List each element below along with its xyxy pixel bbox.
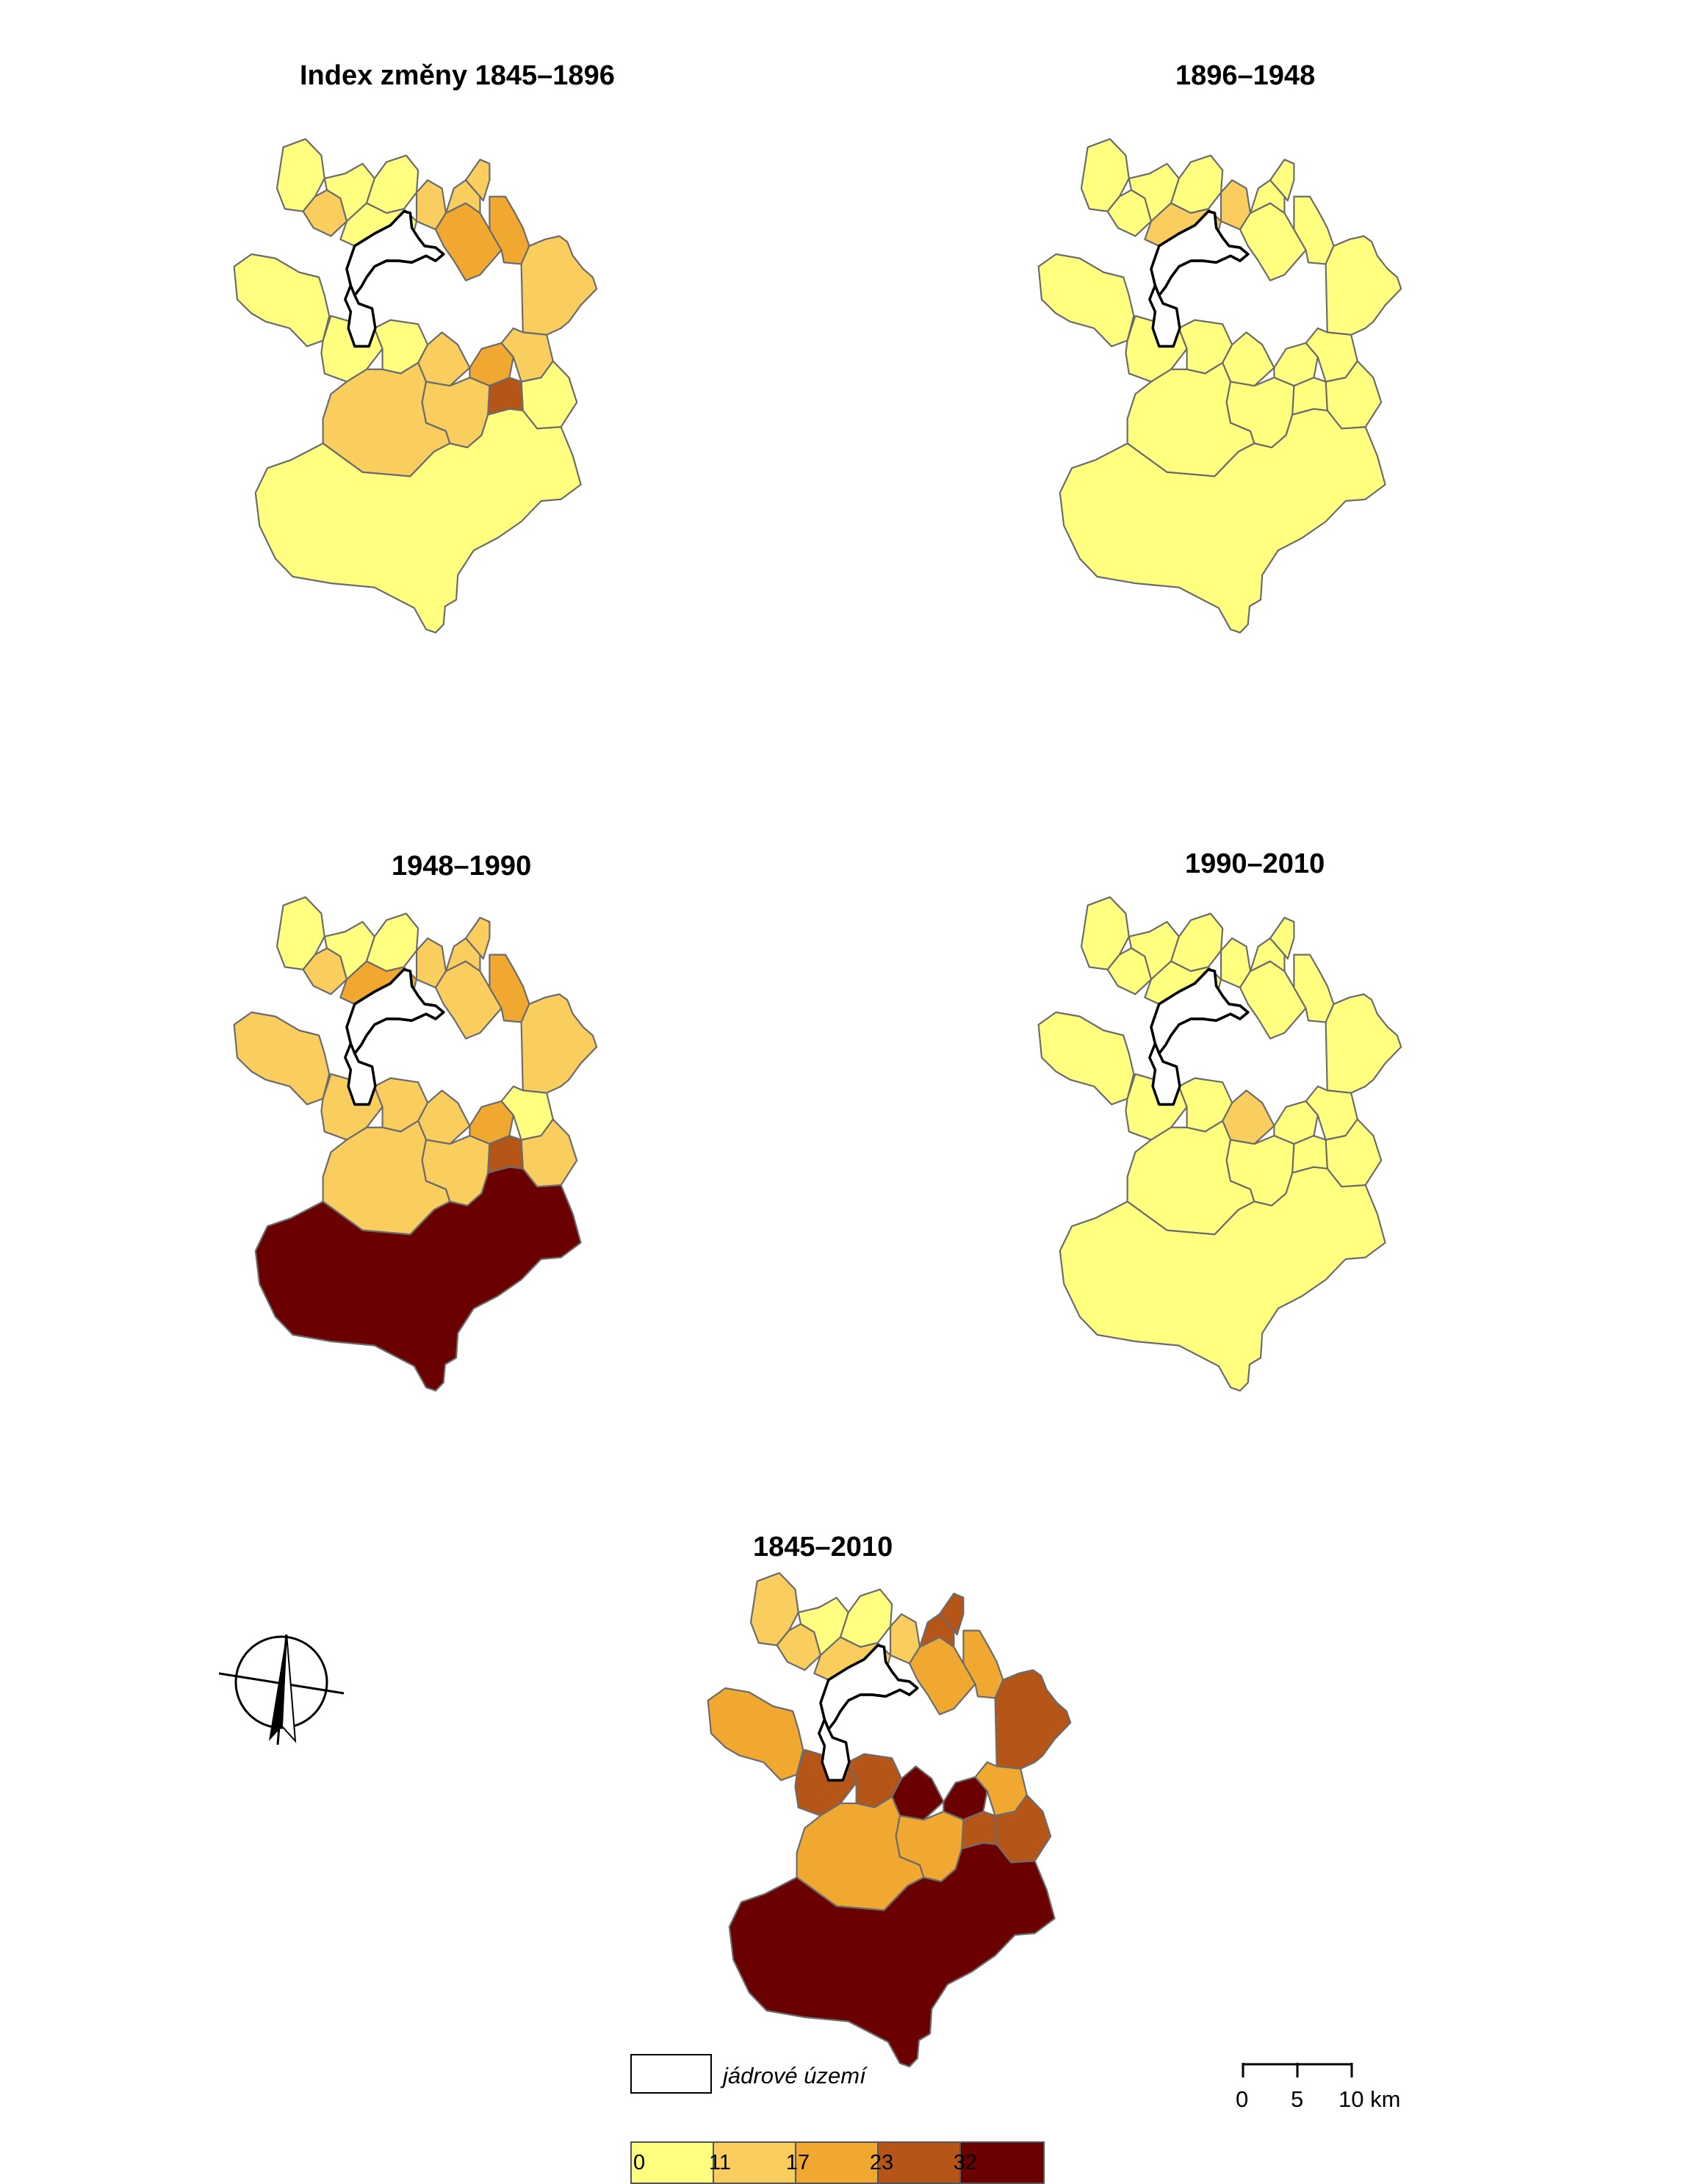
municipality-region — [1170, 912, 1224, 973]
municipality-region — [464, 917, 491, 960]
municipality-region — [520, 993, 598, 1094]
legend-swatch-2 — [714, 2143, 796, 2183]
municipality-region — [1269, 917, 1295, 960]
legend-tick-32: 32 — [953, 2151, 978, 2174]
municipality-region — [487, 1134, 524, 1174]
municipality-region — [520, 235, 598, 336]
scale-bar — [1242, 2063, 1353, 2077]
legend-swatch-3 — [796, 2143, 879, 2183]
map-title-4: 1990–2010 — [1185, 848, 1325, 879]
legend-swatch-4 — [879, 2143, 961, 2183]
choropleth-map-1 — [233, 138, 598, 634]
scale-label-10km: 10 km — [1339, 2086, 1401, 2112]
municipality-region — [1037, 253, 1135, 347]
municipality-region — [1325, 235, 1402, 336]
municipality-region — [233, 1011, 331, 1106]
municipality-region — [839, 1588, 893, 1648]
municipality-region — [487, 376, 524, 416]
core-territory-north — [345, 967, 445, 1055]
choropleth-map-2 — [1037, 138, 1402, 634]
choropleth-map-4 — [1037, 896, 1402, 1392]
core-territory-north — [819, 1643, 919, 1731]
choropleth-map-3 — [233, 896, 598, 1392]
map-title-2: 1896–1948 — [1175, 60, 1316, 91]
municipality-region — [1170, 154, 1224, 215]
scale-label-0: 0 — [1236, 2086, 1249, 2112]
map-title-3: 1948–1990 — [392, 851, 532, 882]
legend-tick-0: 0 — [633, 2151, 646, 2174]
municipality-region — [1037, 1011, 1135, 1106]
legend-color-bar — [630, 2141, 1045, 2184]
choropleth-map-5 — [707, 1572, 1072, 2068]
municipality-region — [365, 154, 419, 215]
legend-tick-17: 17 — [785, 2151, 810, 2174]
municipality-region — [1291, 1134, 1328, 1174]
municipality-region — [365, 912, 419, 973]
municipality-region — [938, 1593, 965, 1636]
legend-core-swatch — [630, 2054, 712, 2094]
municipality-region — [233, 253, 331, 347]
core-territory-north — [1150, 967, 1250, 1055]
legend-swatch-1 — [632, 2143, 714, 2183]
legend-core-label: jádrové území — [723, 2063, 866, 2089]
municipality-region — [1269, 159, 1295, 202]
municipality-region — [1325, 993, 1402, 1094]
map-title-5: 1845–2010 — [753, 1532, 893, 1563]
scale-label-5: 5 — [1291, 2086, 1304, 2112]
north-arrow-icon — [219, 1635, 345, 1745]
map-title-1: Index změny 1845–1896 — [300, 60, 615, 91]
municipality-region — [1291, 376, 1328, 416]
municipality-region — [464, 159, 491, 202]
municipality-region — [707, 1687, 804, 1781]
core-territory-north — [345, 209, 445, 297]
municipality-region — [961, 1810, 998, 1850]
core-territory-north — [1150, 209, 1250, 297]
legend-tick-11: 11 — [708, 2151, 732, 2174]
legend-swatch-5 — [961, 2143, 1043, 2183]
legend-tick-23: 23 — [869, 2151, 894, 2174]
municipality-region — [994, 1669, 1072, 1770]
